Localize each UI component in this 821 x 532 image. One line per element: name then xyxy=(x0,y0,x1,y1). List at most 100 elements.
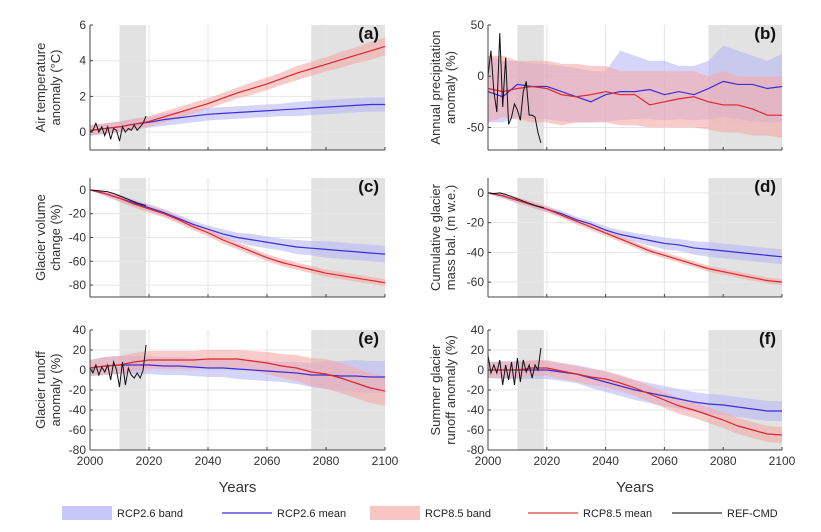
rcp85-band xyxy=(90,350,385,406)
y-axis-label: anomaly (°C) xyxy=(48,50,63,126)
ref-cmd-line xyxy=(90,189,147,206)
y-axis-label: Air temperature xyxy=(33,43,48,133)
y-axis-label: Summer glacier xyxy=(428,344,443,436)
x-tick-label: 2080 xyxy=(710,454,737,468)
y-tick-label: 0 xyxy=(79,125,86,139)
y-tick-label: -20 xyxy=(69,383,87,397)
y-tick-label: -40 xyxy=(467,403,485,417)
y-tick-label: -40 xyxy=(467,245,485,259)
y-tick-label: -80 xyxy=(467,443,485,457)
x-tick-label: 2100 xyxy=(769,454,796,468)
legend-label: RCP8.5 mean xyxy=(583,508,652,520)
rcp85-band xyxy=(90,37,385,136)
y-axis-label: Cumulative glacier xyxy=(428,183,443,291)
y-tick-label: 50 xyxy=(471,18,485,32)
panel-label: (b) xyxy=(754,24,776,43)
rcp26-band xyxy=(90,189,385,263)
ref-cmd-line xyxy=(488,33,542,143)
y-tick-label: 0 xyxy=(79,183,86,197)
y-tick-label: -60 xyxy=(69,254,87,268)
panel-label: (e) xyxy=(358,329,379,348)
legend-label: RCP8.5 band xyxy=(425,508,491,520)
x-tick-label: 2020 xyxy=(136,454,163,468)
y-axis-label: Glacier runoff xyxy=(33,351,48,429)
panel-a: 0 2 4 6 Air temperature anomaly (°C) (a) xyxy=(33,18,386,151)
x-axis-label: Years xyxy=(219,479,257,496)
x-tick-label: 2060 xyxy=(254,454,281,468)
y-tick-label: -60 xyxy=(467,275,485,289)
legend: RCP2.6 band RCP2.6 mean RCP8.5 band RCP8.5 … xyxy=(62,506,778,520)
plot-area xyxy=(90,37,385,142)
y-tick-label: -80 xyxy=(69,278,87,292)
y-tick-label: -40 xyxy=(69,231,87,245)
legend-swatch-band xyxy=(62,506,112,520)
rcp26-band xyxy=(488,192,782,265)
y-axis-label: anomaly (%) xyxy=(48,354,63,427)
y-tick-label: -20 xyxy=(69,207,87,221)
y-tick-label: -60 xyxy=(467,423,485,437)
y-tick-label: 0 xyxy=(79,363,86,377)
panel-c: 0 -20 -40 -60 -80 Glacier volume change (%) (c) xyxy=(33,177,386,298)
panel-b: -50 0 50 Annual precipitation anomaly (%) (b) xyxy=(428,18,783,151)
y-tick-label: -80 xyxy=(69,443,87,457)
ref-cmd-line xyxy=(90,115,147,142)
panel-label: (d) xyxy=(754,177,776,196)
ref-cmd-line xyxy=(488,192,544,209)
y-axis-label: change (%) xyxy=(48,204,63,270)
plot-area xyxy=(488,347,782,443)
rcp85-mean-line xyxy=(488,85,782,116)
rcp85-mean-line xyxy=(90,45,385,131)
y-axis-label: runoff anomaly (%) xyxy=(443,335,458,445)
plot-area xyxy=(488,33,782,143)
panel-label: (a) xyxy=(358,24,379,43)
y-tick-label: 0 xyxy=(477,186,484,200)
y-axis-label: Annual precipitation xyxy=(428,30,443,144)
legend-label: REF-CMD xyxy=(727,508,778,520)
x-tick-label: 2020 xyxy=(533,454,560,468)
y-tick-label: 20 xyxy=(471,343,485,357)
rcp26-mean-line xyxy=(90,364,385,378)
rcp26-band xyxy=(90,97,385,136)
ref-cmd-line xyxy=(90,344,147,388)
y-tick-label: -60 xyxy=(69,423,87,437)
ref-cmd-line xyxy=(488,347,542,386)
rcp26-mean-line xyxy=(90,189,385,255)
x-tick-label: 2080 xyxy=(313,454,340,468)
y-tick-label: 4 xyxy=(79,54,86,68)
y-tick-label: -20 xyxy=(467,383,485,397)
y-tick-label: -40 xyxy=(69,403,87,417)
y-axis-label: anomaly (%) xyxy=(443,51,458,124)
x-tick-label: 2060 xyxy=(651,454,678,468)
x-tick-label: 2100 xyxy=(372,454,399,468)
rcp26-mean-line xyxy=(488,80,782,103)
x-tick-label: 2040 xyxy=(592,454,619,468)
y-axis-label: Glacier volume xyxy=(33,194,48,281)
panel-label: (c) xyxy=(358,177,379,196)
y-tick-label: 0 xyxy=(477,69,484,83)
rcp85-band xyxy=(488,55,782,138)
rcp85-band xyxy=(488,360,782,443)
panel-label: (f) xyxy=(759,329,776,348)
y-tick-label: -50 xyxy=(467,120,485,134)
y-tick-label: 20 xyxy=(73,343,87,357)
x-axis-label: Years xyxy=(616,479,654,496)
x-tick-label: 2000 xyxy=(475,454,502,468)
x-tick-label: 2040 xyxy=(195,454,222,468)
shaded-period xyxy=(517,178,544,297)
y-tick-label: 0 xyxy=(477,363,484,377)
y-tick-label: -20 xyxy=(467,216,485,230)
panel-d: 0 -20 -40 -60 Cumulative glacier mass bal. (m… xyxy=(428,177,783,298)
y-tick-label: 2 xyxy=(79,89,86,103)
y-tick-label: 40 xyxy=(471,323,485,337)
plot-area xyxy=(488,192,782,286)
y-tick-label: 40 xyxy=(73,323,87,337)
plot-area xyxy=(90,344,385,406)
y-axis-label: mass bal. (m w.e.) xyxy=(443,185,458,290)
x-tick-label: 2000 xyxy=(77,454,104,468)
legend-label: RCP2.6 mean xyxy=(277,508,346,520)
rcp85-mean-line xyxy=(90,189,385,284)
rcp26-mean-line xyxy=(488,369,782,412)
